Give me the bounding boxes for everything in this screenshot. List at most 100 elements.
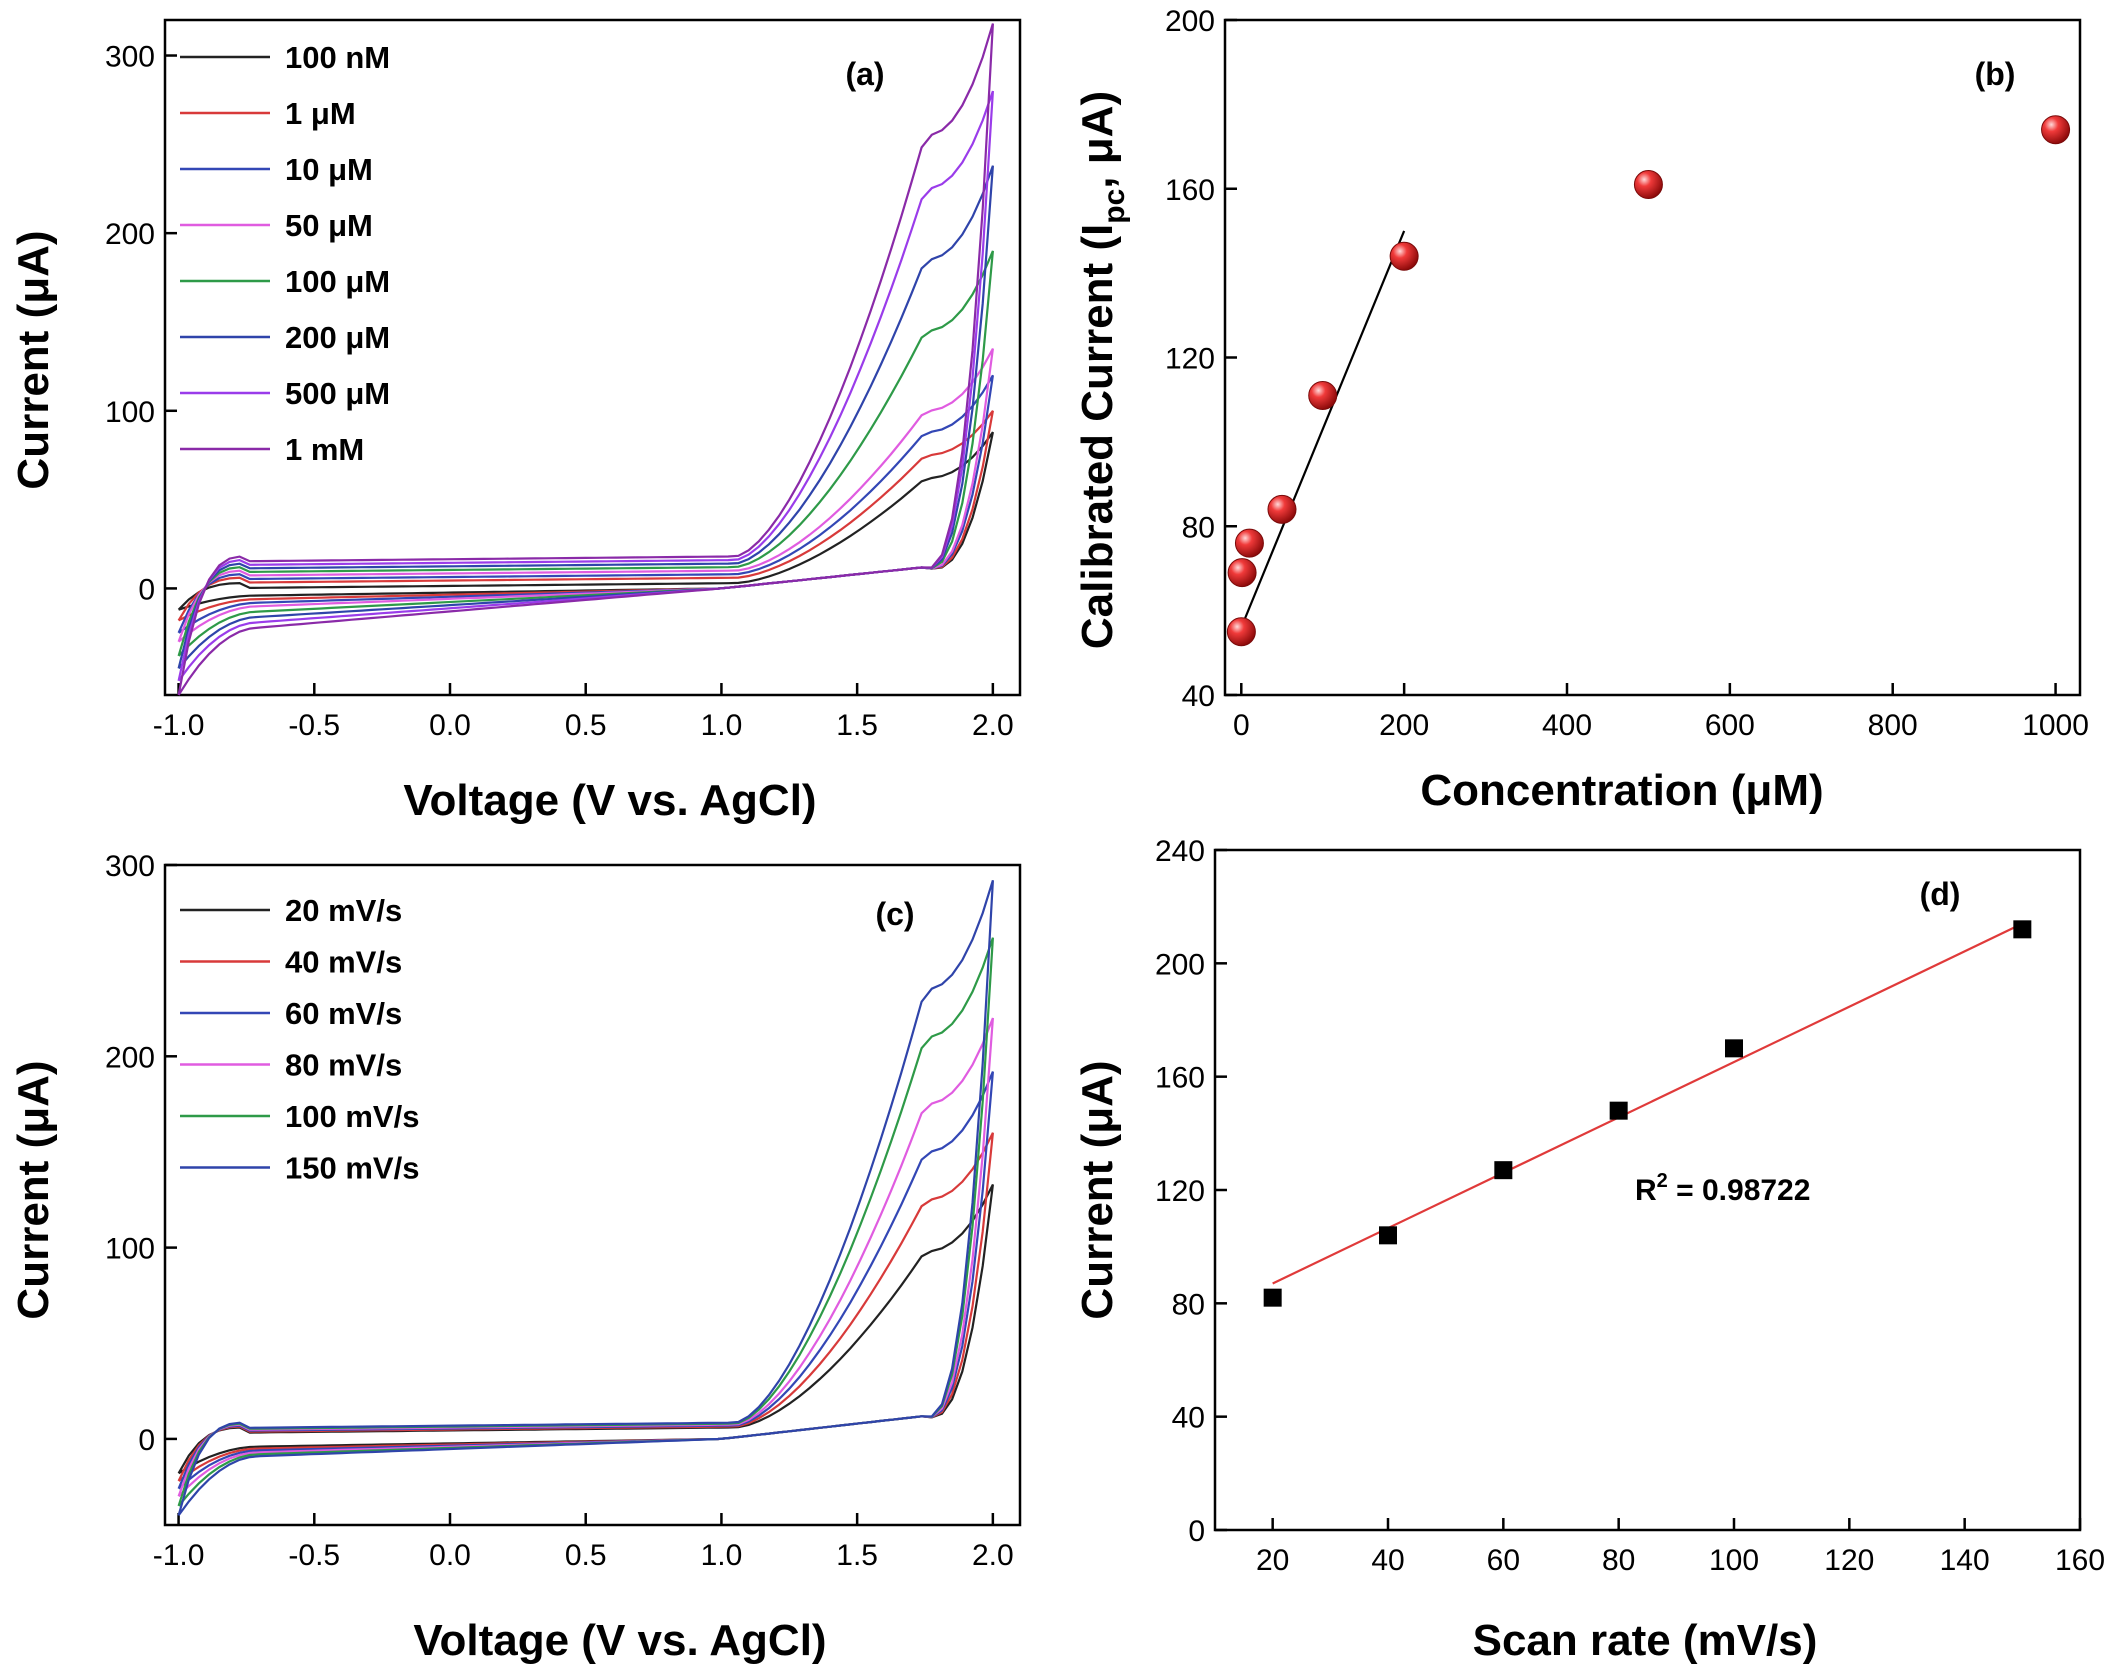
panel-c-x-tick-label: -1.0 (153, 1539, 205, 1572)
panel-a-y-tick-label: 200 (105, 218, 155, 251)
panel-a-legend-label: 500 μM (285, 376, 390, 411)
panel-d-x-tick-label: 60 (1487, 1544, 1520, 1577)
panel-c-legend-label: 150 mV/s (285, 1151, 419, 1186)
panel-a-series-line (177, 165, 994, 670)
panel-b-data-point (1226, 617, 1256, 647)
panel-c-legend-label: 100 mV/s (285, 1099, 419, 1134)
panel-d-fit-segment (1272, 922, 2023, 1285)
panel-b-data-point (2041, 115, 2071, 145)
panel-d-data-point (2013, 920, 2032, 939)
panel-d-r-squared-superscript: 2 (1657, 1170, 1668, 1192)
panel-d-x-tick-label: 140 (1940, 1544, 1990, 1577)
panel-c-y-tick-label: 200 (105, 1041, 155, 1074)
panel-a-series-line (177, 250, 994, 657)
panel-b-data-point (1389, 241, 1419, 271)
panel-c-label: (c) (875, 896, 914, 932)
panel-d-y-tick-label: 200 (1155, 948, 1205, 981)
panel-c-legend: 20 mV/s 40 mV/s 60 mV/s 80 mV/s 100 mV/s 150 … (180, 893, 419, 1186)
panel-b-fit-segment (1240, 230, 1406, 628)
panel-a-legend-label: 1 mM (285, 432, 364, 467)
panel-b-data-point (1267, 494, 1297, 524)
panel-d-x-tick-label: 100 (1709, 1544, 1759, 1577)
panel-c-legend-label: 60 mV/s (285, 996, 402, 1031)
panel-b-y-axis-label-tail: , μA) (1073, 91, 1122, 189)
panel-b-x-tick-label: 400 (1542, 709, 1592, 742)
panel-a-legend-label: 100 nM (285, 40, 390, 75)
panel-a-x-tick-label: -0.5 (288, 709, 340, 742)
panel-a-legend-label: 1 μM (285, 96, 356, 131)
panel-b-y-tick-label: 120 (1165, 343, 1215, 376)
panel-d-ticks: 20 40 60 80 100 120 140 160 0 40 80 120 160 200 240 (1155, 835, 2105, 1577)
panel-a-series-line (177, 348, 994, 643)
panel-b-x-axis-label: Concentration (μM) (1420, 766, 1823, 815)
panel-d-data-point (1379, 1226, 1397, 1245)
panel-d-y-tick-label: 40 (1172, 1402, 1205, 1435)
panel-c-ticks: -1.0 -0.5 0.0 0.5 1.0 1.5 2.0 0 100 200 300 (105, 850, 1014, 1572)
panel-a-x-tick-label: 0.0 (429, 709, 471, 742)
panel-c-x-tick-label: 0.0 (429, 1539, 471, 1572)
panel-c-x-tick-label: 0.5 (565, 1539, 607, 1572)
panel-a-legend-label: 50 μM (285, 208, 373, 243)
panel-a-cv-concentration: -1.0 -0.5 0.0 0.5 1.0 1.5 2.0 0 100 200 300 100 nM… (9, 18, 1022, 825)
panel-a-ticks: -1.0 -0.5 0.0 0.5 1.0 1.5 2.0 0 100 200 300 (105, 41, 1014, 742)
panel-a-plot-frame (163, 18, 1022, 697)
panel-a-label: (a) (845, 56, 884, 92)
panel-b-x-tick-label: 1000 (2022, 709, 2089, 742)
panel-d-y-tick-label: 0 (1188, 1515, 1205, 1548)
panel-b-points (1226, 115, 2071, 647)
panel-c-x-tick-label: 1.0 (701, 1539, 743, 1572)
panel-c-y-tick-label: 100 (105, 1233, 155, 1266)
panel-b-y-axis-label-subscript: pc (1098, 189, 1131, 224)
panel-a-series-line (177, 410, 994, 622)
panel-b-y-axis-label-main: Calibrated Current (I (1073, 224, 1122, 649)
panel-c-curves (177, 879, 994, 1517)
panel-b-x-tick-label: 600 (1705, 709, 1755, 742)
panel-d-y-tick-label: 240 (1155, 835, 1205, 868)
panel-b-y-tick-label: 80 (1182, 511, 1215, 544)
panel-d-x-tick-label: 160 (2055, 1544, 2105, 1577)
panel-a-y-tick-label: 0 (138, 573, 155, 606)
panel-a-legend-label: 100 μM (285, 264, 390, 299)
panel-a-series-line (177, 431, 994, 611)
panel-b-y-axis-label: Calibrated Current (Ipc, μA) (1073, 91, 1131, 649)
panel-b-x-tick-label: 200 (1379, 709, 1429, 742)
panel-a-y-axis-label: Current (μA) (9, 230, 58, 489)
panel-a-x-tick-label: 2.0 (972, 709, 1014, 742)
panel-c-x-tick-label: -0.5 (288, 1539, 340, 1572)
panel-a-curves (177, 23, 994, 696)
panel-a-legend-label: 10 μM (285, 152, 373, 187)
panel-d-r-squared-annotation: R2 = 0.98722 (1635, 1170, 1810, 1207)
panel-c-x-tick-label: 2.0 (972, 1539, 1014, 1572)
panel-d-y-axis-label: Current (μA) (1073, 1060, 1122, 1319)
panel-c-legend-label: 20 mV/s (285, 893, 402, 928)
panel-b-y-tick-label: 40 (1182, 680, 1215, 713)
panel-a-legend: 100 nM 1 μM 10 μM 50 μM 100 μM 200 μM 500 μM 1 … (180, 40, 390, 467)
panel-b-x-tick-label: 0 (1233, 709, 1250, 742)
panel-c-y-tick-label: 300 (105, 850, 155, 883)
panel-c-y-tick-label: 0 (138, 1424, 155, 1457)
panel-d-x-tick-label: 40 (1371, 1544, 1404, 1577)
panel-a-x-tick-label: 0.5 (565, 709, 607, 742)
panel-b-data-point (1227, 558, 1257, 588)
panel-d-data-point (1725, 1039, 1743, 1058)
panel-d-data-point (1263, 1288, 1282, 1307)
panel-a-series-line (177, 374, 994, 634)
panel-a-y-tick-label: 300 (105, 41, 155, 74)
panel-a-series-line (177, 90, 994, 682)
panel-d-x-tick-label: 120 (1824, 1544, 1874, 1577)
panel-b-label: (b) (1975, 56, 2016, 92)
panel-d-points (1263, 920, 2032, 1307)
panel-d-x-tick-label: 80 (1602, 1544, 1635, 1577)
panel-d-x-axis-label: Scan rate (mV/s) (1473, 1616, 1818, 1665)
panel-c-plot-frame (163, 863, 1022, 1527)
panel-c-x-axis-label: Voltage (V vs. AgCl) (413, 1616, 826, 1665)
panel-b-data-point (1308, 380, 1338, 410)
panel-a-x-tick-label: 1.0 (701, 709, 743, 742)
panel-a-x-tick-label: -1.0 (153, 709, 205, 742)
panel-b-y-tick-label: 200 (1165, 5, 1215, 38)
panel-d-r-squared-value: = 0.98722 (1668, 1174, 1811, 1207)
panel-d-label: (d) (1920, 876, 1961, 912)
panel-a-x-tick-label: 1.5 (836, 709, 878, 742)
panel-c-legend-label: 40 mV/s (285, 945, 402, 980)
